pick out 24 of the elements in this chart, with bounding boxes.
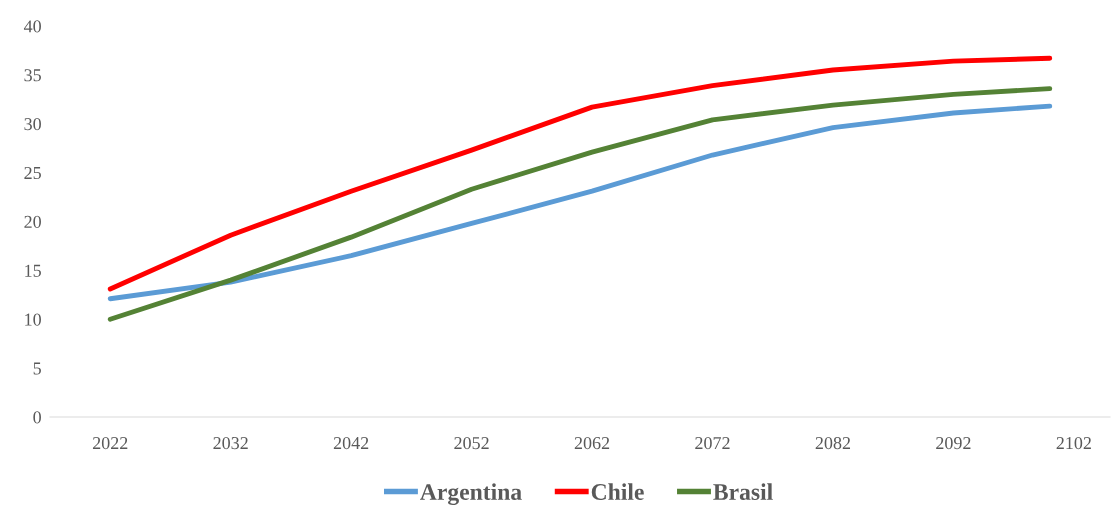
legend-label: Argentina	[420, 483, 522, 505]
y-tick-label: 35	[24, 69, 41, 82]
x-tick-label: 2042	[333, 436, 369, 450]
x-tick-label: 2032	[213, 436, 248, 450]
x-tick-label: 2022	[92, 436, 128, 450]
legend-label: Brasil	[713, 483, 773, 500]
line-series	[107, 103, 1053, 302]
y-tick-label: 15	[25, 264, 41, 277]
x-tick-label: 2052	[454, 436, 489, 450]
x-tick-label: 2082	[815, 436, 851, 450]
y-tick-label: 30	[24, 118, 41, 131]
y-tick-label: 5	[33, 362, 41, 375]
x-tick-label: 2072	[695, 436, 730, 450]
y-tick-label: 25	[24, 166, 41, 180]
y-tick-label: 40	[23, 20, 41, 33]
line-series	[107, 86, 1053, 322]
x-tick-label: 2092	[936, 436, 971, 450]
line-series	[107, 55, 1053, 292]
y-tick-label: 0	[33, 411, 41, 424]
x-tick-label: 2102	[1056, 436, 1091, 450]
x-tick-label: 2062	[574, 436, 610, 450]
y-tick-label: 10	[25, 313, 41, 326]
legend-label: Chile	[591, 483, 644, 500]
y-tick-label: 20	[24, 215, 41, 228]
